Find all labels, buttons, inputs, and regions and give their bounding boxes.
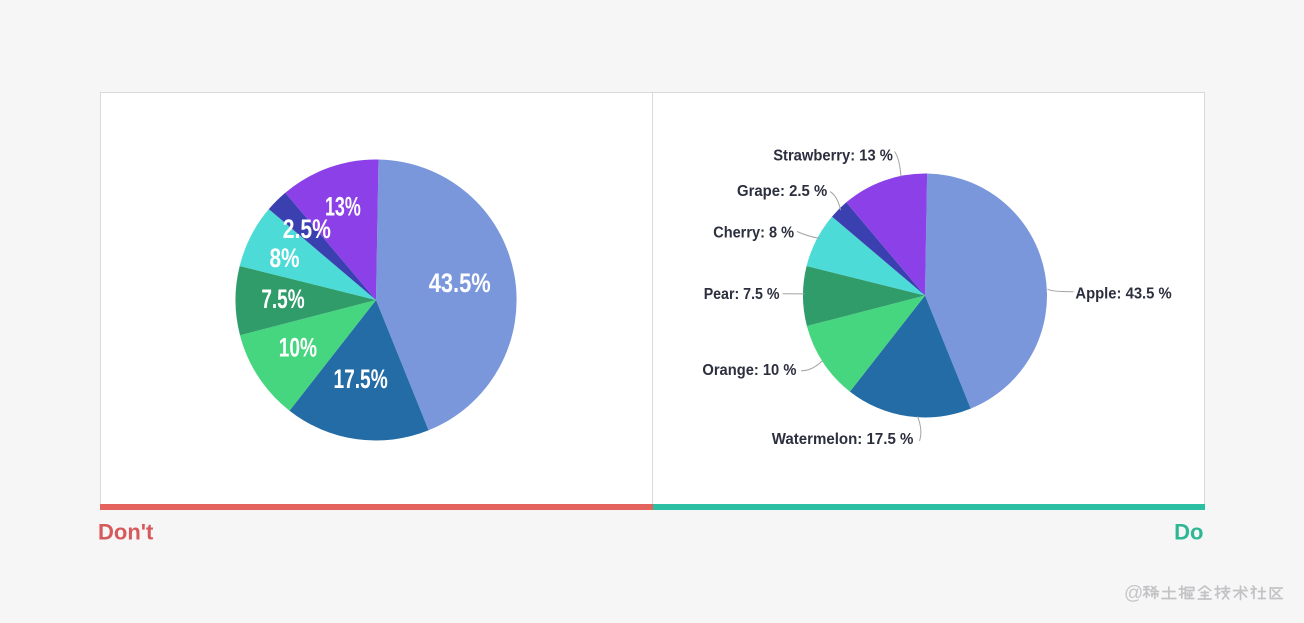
svg-text:43.5%: 43.5% [429, 268, 491, 298]
svg-text:10%: 10% [279, 333, 317, 363]
svg-text:13%: 13% [325, 192, 361, 222]
svg-text:Apple: 43.5 %: Apple: 43.5 % [1075, 286, 1172, 303]
svg-text:Don't: Don't [98, 519, 154, 544]
svg-text:8%: 8% [269, 243, 299, 273]
svg-text:Grape: 2.5 %: Grape: 2.5 % [737, 183, 827, 200]
svg-text:7.5%: 7.5% [261, 284, 304, 314]
svg-text:Strawberry: 13 %: Strawberry: 13 % [773, 148, 893, 165]
svg-text:2.5%: 2.5% [283, 214, 331, 244]
svg-text:Orange: 10 %: Orange: 10 % [702, 362, 796, 379]
svg-text:@: @ [1124, 583, 1143, 604]
svg-text:Cherry: 8 %: Cherry: 8 % [713, 225, 794, 242]
svg-text:Pear: 7.5 %: Pear: 7.5 % [704, 286, 780, 303]
svg-text:Do: Do [1174, 519, 1203, 544]
svg-text:17.5%: 17.5% [333, 364, 387, 394]
svg-text:Watermelon: 17.5 %: Watermelon: 17.5 % [772, 431, 914, 448]
